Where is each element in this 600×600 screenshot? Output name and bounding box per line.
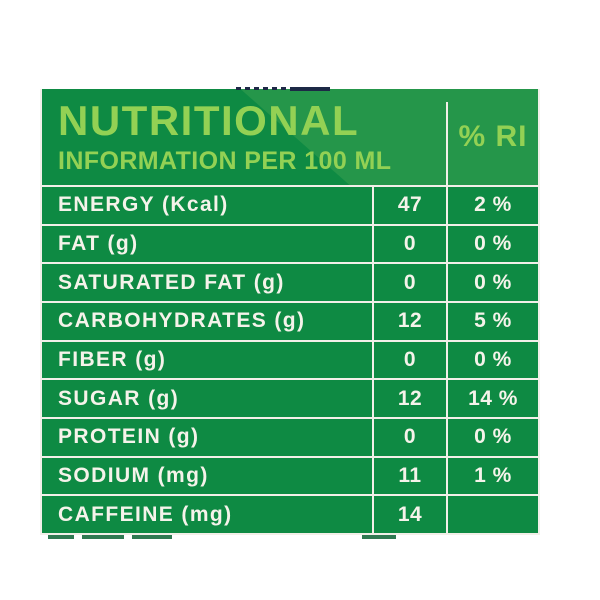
table-row: SATURATED FAT (g) 0 0 %	[42, 262, 538, 302]
row-value: 14	[372, 496, 446, 533]
row-label: ENERGY (Kcal)	[58, 193, 229, 217]
row-value: 12	[372, 303, 446, 340]
row-ri: 0 %	[446, 264, 538, 302]
table-row: SUGAR (g) 12 14 %	[42, 378, 538, 418]
row-value: 0	[372, 419, 446, 456]
table-row: CAFFEINE (mg) 14	[42, 494, 538, 533]
crop-remnant-dashes	[236, 87, 290, 90]
row-ri: 0 %	[446, 419, 538, 456]
ri-column-header: % RI	[458, 120, 528, 153]
row-value: 12	[372, 380, 446, 418]
row-ri: 1 %	[446, 457, 538, 495]
row-ri: 5 %	[446, 303, 538, 340]
crop-remnant-top	[236, 87, 330, 91]
row-label: CARBOHYDRATES (g)	[58, 309, 306, 333]
row-label: FIBER (g)	[58, 348, 167, 372]
row-value: 47	[372, 187, 446, 224]
table-row: FAT (g) 0 0 %	[42, 223, 538, 263]
nutrition-table: ENERGY (Kcal) 47 2 % FAT (g) 0 0 % SATUR…	[42, 187, 538, 533]
ri-column-divider	[446, 102, 448, 185]
row-value: 0	[372, 264, 446, 302]
nutrition-label-card: NUTRITIONAL INFORMATION PER 100 ML % RI …	[40, 89, 540, 535]
row-value: 0	[372, 341, 446, 379]
header-title: NUTRITIONAL	[58, 97, 360, 144]
row-label: SATURATED FAT (g)	[58, 270, 285, 294]
row-label: FAT (g)	[58, 232, 139, 255]
row-ri: 2 %	[446, 187, 538, 224]
row-ri: 14 %	[446, 380, 538, 418]
header-subtitle: INFORMATION PER 100 ML	[58, 147, 392, 175]
row-value: 0	[372, 225, 446, 263]
row-ri: 0 %	[446, 341, 538, 379]
table-row: ENERGY (Kcal) 47 2 %	[42, 187, 538, 224]
header-title-block: NUTRITIONAL INFORMATION PER 100 ML	[58, 100, 391, 176]
crop-remnant-bottom	[46, 535, 406, 539]
table-header: NUTRITIONAL INFORMATION PER 100 ML % RI	[42, 89, 538, 187]
row-label: SODIUM (mg)	[58, 464, 209, 488]
row-label: CAFFEINE (mg)	[58, 502, 233, 526]
table-row: FIBER (g) 0 0 %	[42, 339, 538, 379]
crop-remnant-solid	[290, 87, 330, 91]
table-row: CARBOHYDRATES (g) 12 5 %	[42, 301, 538, 340]
table-row: SODIUM (mg) 11 1 %	[42, 455, 538, 495]
row-label: PROTEIN (g)	[58, 425, 200, 449]
row-ri	[446, 496, 538, 533]
row-ri: 0 %	[446, 225, 538, 263]
row-label: SUGAR (g)	[58, 386, 180, 410]
row-value: 11	[372, 457, 446, 495]
table-row: PROTEIN (g) 0 0 %	[42, 417, 538, 456]
